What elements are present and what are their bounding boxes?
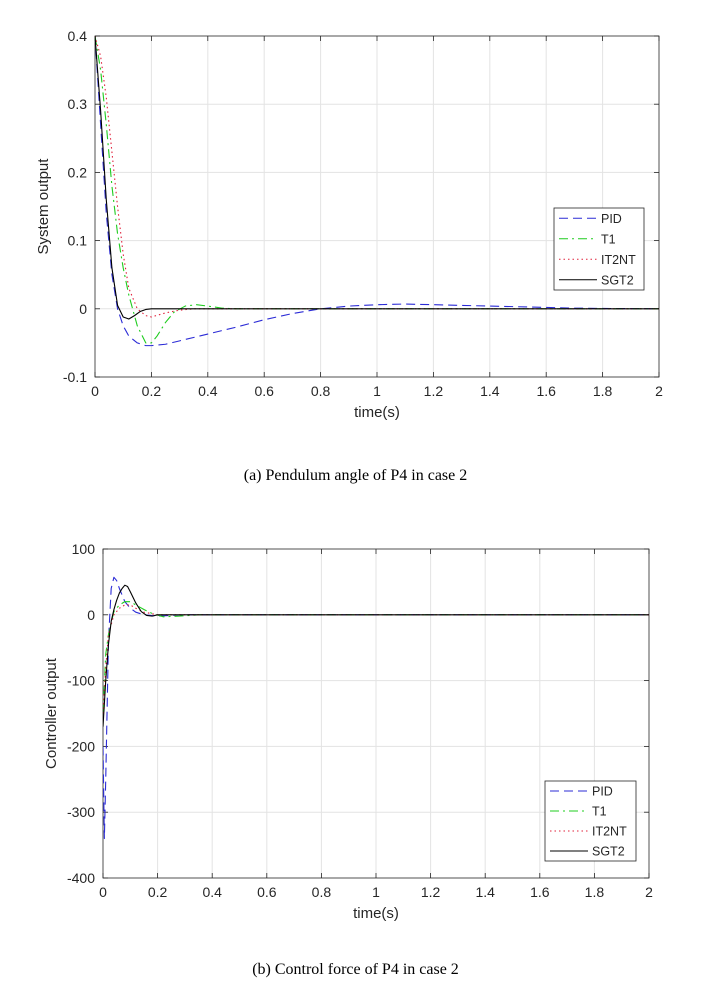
x-tick-label: 0.2 <box>148 884 168 900</box>
series-line-sgt2 <box>103 584 649 727</box>
series-line-sgt2 <box>95 36 659 320</box>
x-tick-label: 0.4 <box>202 884 222 900</box>
series-line-t1 <box>95 36 659 344</box>
x-tick-label: 0.6 <box>257 884 277 900</box>
y-tick-label: -300 <box>67 804 95 820</box>
x-tick-label: 0.8 <box>311 383 331 399</box>
series-line-it2nt <box>103 604 649 714</box>
caption-bottom: (b) Control force of P4 in case 2 <box>252 961 459 978</box>
series-line-it2nt <box>95 36 659 318</box>
x-tick-label: 2 <box>645 884 653 900</box>
x-tick-label: 0.4 <box>198 383 218 399</box>
legend-label-sgt2: SGT2 <box>601 273 634 287</box>
y-tick-label: -400 <box>67 870 95 886</box>
y-tick-label: 0.3 <box>68 96 88 112</box>
x-tick-label: 1.8 <box>593 383 613 399</box>
y-tick-label: 0 <box>87 607 95 623</box>
x-tick-label: 1 <box>373 383 381 399</box>
chart-top: 0 0.2 0.4 0.6 0.8 1 1.2 1.4 1.6 1.8 2-0.100.10.20.… <box>35 28 663 421</box>
x-tick-label: 0.2 <box>142 383 162 399</box>
x-tick-label: 1.6 <box>536 383 556 399</box>
y-tick-label: 100 <box>72 541 96 557</box>
chart-bottom: 0 0.2 0.4 0.6 0.8 1 1.2 1.4 1.6 1.8 2 -400 -300 -200 -… <box>43 541 653 922</box>
x-tick-label: 1.2 <box>424 383 444 399</box>
y-tick-label: -0.1 <box>63 369 87 385</box>
x-axis-label: time(s) <box>354 404 400 421</box>
x-tick-label: 2 <box>655 383 663 399</box>
x-tick-label: 1 <box>372 884 380 900</box>
y-tick-label: 0.4 <box>68 28 88 44</box>
x-tick-label: 1.8 <box>585 884 605 900</box>
legend: PID T1 IT2NT SGT2 <box>553 207 645 291</box>
legend-label-t1: T1 <box>592 805 607 819</box>
legend-box <box>553 207 645 291</box>
legend-label-pid: PID <box>592 785 613 799</box>
x-tick-label: 0.6 <box>254 383 274 399</box>
x-tick-label: 1.4 <box>475 884 495 900</box>
legend-label-sgt2: SGT2 <box>592 845 625 859</box>
legend: PID T1 IT2NT SGT2 <box>544 780 637 862</box>
x-tick-label: 1.4 <box>480 383 500 399</box>
y-tick-label: 0 <box>79 301 87 317</box>
y-tick-label: 0.2 <box>68 164 88 180</box>
y-tick-label: -200 <box>67 738 95 754</box>
y-tick-label: 0.1 <box>68 233 88 249</box>
series-line-pid <box>95 36 659 347</box>
legend-label-pid: PID <box>601 212 622 226</box>
caption-top: (a) Pendulum angle of P4 in case 2 <box>243 467 468 484</box>
y-axis-label: Controller output <box>43 657 60 769</box>
x-tick-label: 0.8 <box>312 884 332 900</box>
legend-label-it2nt: IT2NT <box>601 253 636 267</box>
legend-box <box>544 780 637 862</box>
x-tick-label: 0 <box>99 884 107 900</box>
x-tick-label: 1.6 <box>530 884 550 900</box>
x-axis-label: time(s) <box>353 905 399 922</box>
y-axis-label: System output <box>35 158 52 255</box>
x-tick-label: 1.2 <box>421 884 441 900</box>
x-tick-label: 0 <box>91 383 99 399</box>
series-line-t1 <box>103 601 649 714</box>
y-tick-label: -100 <box>67 673 95 689</box>
legend-label-t1: T1 <box>601 232 616 246</box>
legend-label-it2nt: IT2NT <box>592 825 627 839</box>
